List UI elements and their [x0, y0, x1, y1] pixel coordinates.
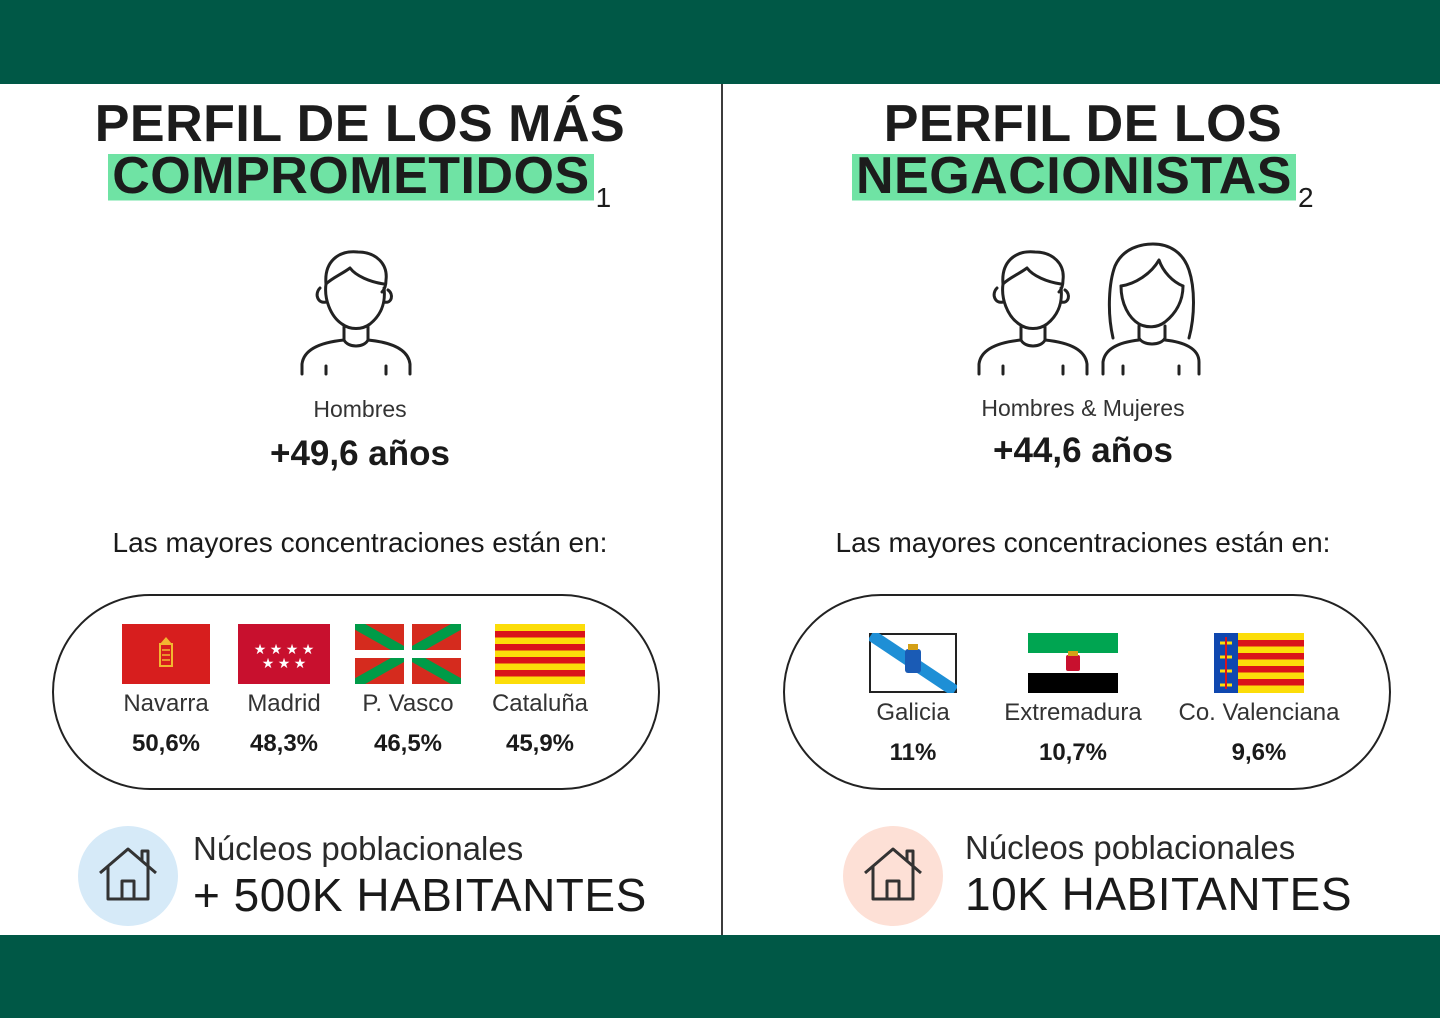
region-value: 9,6% [1231, 739, 1287, 766]
region-name: Co. Valenciana [1178, 699, 1340, 726]
extremadura-flag-icon [1028, 633, 1118, 693]
gender-label: Hombres [313, 396, 407, 422]
region-name: P. Vasco [362, 690, 454, 717]
svg-text:★: ★ [286, 642, 299, 658]
woman-icon [1101, 242, 1201, 376]
regions-pill [783, 594, 1391, 790]
valencia-flag-icon [1214, 633, 1304, 693]
population-circle [78, 826, 178, 926]
concentrations-label: Las mayores concentraciones están en: [835, 527, 1331, 558]
region-navarra: Navarra 50,6% [106, 624, 226, 758]
footnote-marker: 2 [1297, 182, 1315, 213]
region-value: 10,7% [1038, 739, 1108, 766]
svg-text:★: ★ [302, 642, 315, 658]
region-value: 50,6% [131, 730, 201, 757]
region-cataluna: Cataluña 45,9% [476, 624, 604, 758]
region-madrid: ★ ★ ★ ★ ★ ★ ★ Madrid 48,3% [224, 624, 344, 758]
panel-comprometidos: PERFIL DE LOS MÁS COMPROMETIDOS 1 Hombres… [0, 84, 720, 935]
nucleos-label: Núcleos poblacionales [193, 830, 524, 867]
man-icon [977, 250, 1089, 376]
region-name: Extremadura [1004, 699, 1142, 726]
top-band [0, 0, 1440, 84]
age-value: +44,6 años [993, 431, 1173, 470]
region-name: Galicia [876, 699, 950, 726]
title-highlight: COMPROMETIDOS [108, 147, 594, 205]
habitantes-value: 10K HABITANTES [965, 868, 1353, 920]
region-value: 48,3% [249, 730, 319, 757]
bottom-band [0, 935, 1440, 1018]
house-icon [864, 847, 922, 901]
svg-text:★: ★ [278, 656, 291, 672]
title-highlight: NEGACIONISTAS [851, 147, 1296, 205]
region-extremadura: Extremadura 10,7% [993, 633, 1153, 767]
footnote-marker: 1 [595, 182, 612, 213]
concentrations-label: Las mayores concentraciones están en: [112, 527, 608, 558]
title-line-1: PERFIL DE LOS MÁS [94, 95, 626, 153]
galicia-flag-icon [869, 633, 957, 693]
navarra-flag-icon [122, 624, 210, 684]
man-icon [300, 250, 412, 376]
region-pais-vasco: P. Vasco 46,5% [346, 624, 470, 758]
region-value: 46,5% [373, 730, 443, 757]
title-line-1: PERFIL DE LOS [883, 95, 1283, 153]
basque-flag-icon [355, 624, 461, 684]
panel-divider [721, 84, 723, 935]
house-icon [99, 847, 157, 901]
region-name: Madrid [247, 690, 321, 717]
regions-pill [52, 594, 660, 790]
region-valencia: Co. Valenciana 9,6% [1167, 633, 1351, 767]
region-name: Cataluña [491, 690, 589, 717]
title-line-2: COMPROMETIDOS 1 [0, 147, 720, 212]
svg-text:★: ★ [294, 656, 307, 672]
region-value: 45,9% [505, 730, 575, 757]
habitantes-value: + 500K HABITANTES [193, 869, 647, 921]
age-value: +49,6 años [270, 434, 450, 473]
region-value: 11% [889, 739, 937, 766]
region-name: Navarra [123, 690, 209, 717]
panel-negacionistas: PERFIL DE LOS NEGACIONISTAS 2 Hombres & M… [723, 84, 1440, 935]
svg-text:★: ★ [254, 642, 267, 658]
catalonia-flag-icon [495, 624, 585, 684]
region-galicia: Galicia 11% [853, 633, 973, 767]
madrid-flag-icon: ★ ★ ★ ★ ★ ★ ★ [238, 624, 330, 684]
svg-text:★: ★ [262, 656, 275, 672]
title-line-2: NEGACIONISTAS 2 [723, 147, 1440, 212]
gender-label: Hombres & Mujeres [981, 395, 1185, 421]
svg-text:★: ★ [270, 642, 283, 658]
nucleos-label: Núcleos poblacionales [965, 829, 1296, 866]
population-circle [843, 826, 943, 926]
